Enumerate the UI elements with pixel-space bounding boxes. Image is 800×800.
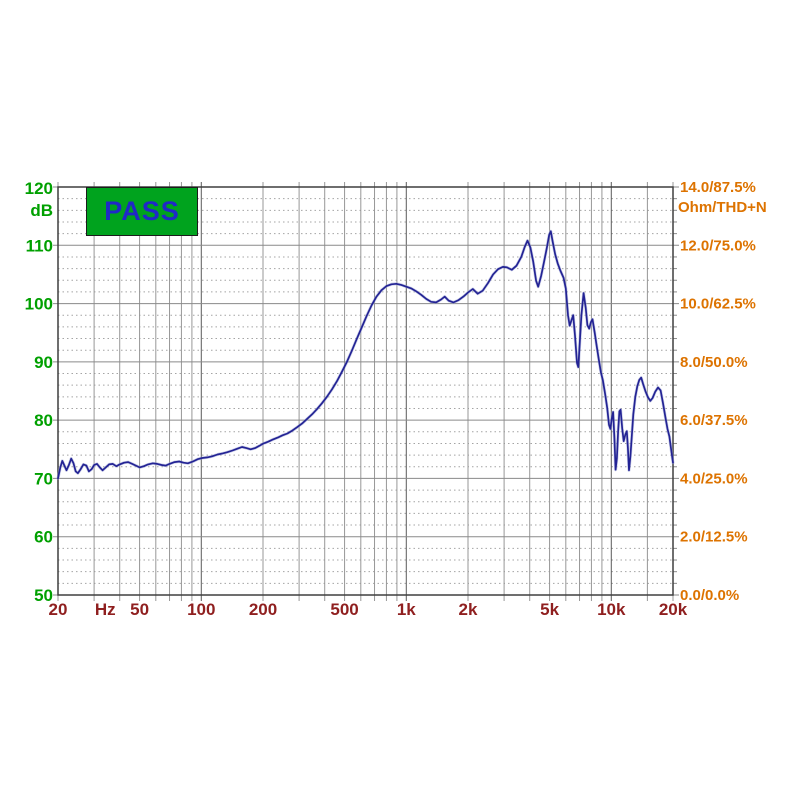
y-right-axis-labels: 14.0/87.5% 12.0/75.0% 10.0/62.5% 8.0/50.0% 6… — [678, 179, 767, 604]
y-grid-major — [53, 186, 679, 596]
y-left-tick-label: 50 — [34, 586, 53, 605]
y-left-tick-label: 70 — [34, 469, 53, 488]
y-right-tick-label: 10.0/62.5% — [680, 296, 756, 313]
x-tick-label: 2k — [459, 600, 478, 619]
x-tick-label: 20 — [49, 600, 68, 619]
db-unit-label: dB — [30, 201, 53, 220]
y-right-tick-label: 0.0/0.0% — [680, 587, 739, 604]
x-tick-label: 20k — [659, 600, 688, 619]
x-tick-label: 10k — [597, 600, 626, 619]
y-left-tick-label: 100 — [25, 295, 53, 314]
x-tick-label: 1k — [397, 600, 416, 619]
y-grid-minor — [58, 198, 677, 584]
y-right-tick-label: 14.0/87.5% — [680, 179, 756, 196]
y-right-tick-label: 2.0/12.5% — [680, 529, 748, 546]
y-left-axis-labels: 120 110 100 90 80 70 60 50 dB — [25, 179, 53, 605]
ohm-unit-label: Ohm/THD+N — [678, 199, 767, 216]
response-curve — [57, 230, 674, 480]
y-right-tick-label: 4.0/25.0% — [680, 470, 748, 487]
x-axis-labels: 20 Hz 50 100 200 500 1k 2k 5k 10k 20k — [49, 600, 688, 619]
y-left-tick-label: 60 — [34, 528, 53, 547]
pass-label: PASS — [104, 196, 180, 226]
y-left-tick-label: 110 — [26, 236, 53, 255]
y-left-tick-label: 90 — [34, 353, 53, 372]
x-tick-label: 50 — [130, 600, 149, 619]
hz-unit-label: Hz — [95, 600, 116, 619]
y-right-tick-label: 6.0/37.5% — [680, 412, 748, 429]
x-tick-label: 200 — [249, 600, 277, 619]
y-right-tick-label: 12.0/75.0% — [680, 237, 756, 254]
pass-indicator: PASS — [86, 187, 198, 236]
y-right-tick-label: 8.0/50.0% — [680, 354, 748, 371]
plot-border — [57, 186, 674, 596]
x-tick-label: 100 — [187, 600, 215, 619]
x-tick-label: 500 — [330, 600, 358, 619]
y-left-tick-label: 80 — [34, 411, 53, 430]
y-left-tick-label: 120 — [25, 179, 53, 198]
x-tick-label: 5k — [540, 600, 559, 619]
